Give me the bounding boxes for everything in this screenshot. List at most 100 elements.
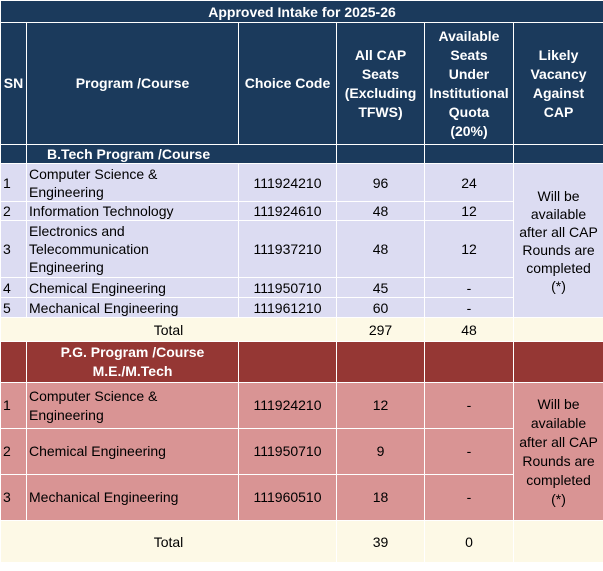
row-sn: 1 — [0, 163, 27, 202]
title-row: Approved Intake for 2025-26 — [0, 0, 603, 23]
header-vacancy: Likely Vacancy Against CAP — [512, 22, 603, 145]
pg-total-row: Total 39 0 — [0, 520, 603, 563]
pg-vacancy-note: Will be available after all CAP Rounds a… — [512, 382, 603, 521]
header-vac-line-1: Likely — [538, 46, 579, 63]
row-sn: 3 — [0, 474, 27, 521]
table-row: 4 Chemical Engineering 111950710 45 - — [0, 277, 603, 298]
row-choice-code: 111950710 — [238, 277, 337, 298]
header-program: Program /Course — [26, 22, 239, 145]
row-cap-seats: 48 — [336, 201, 425, 221]
ug-section-label: B.Tech Program /Course — [26, 144, 337, 164]
program-line: Chemical Engineering — [29, 279, 166, 296]
vacancy-line: available — [530, 205, 587, 222]
row-inst-seats: 12 — [424, 220, 514, 278]
table-title: Approved Intake for 2025-26 — [0, 0, 603, 23]
row-sn: 5 — [0, 297, 27, 318]
ug-total-row: Total 297 48 — [0, 317, 603, 342]
vacancy-line: completed — [526, 259, 591, 276]
header-inst-line-3: Under — [448, 65, 490, 82]
row-program: Electronics and Telecommunication Engine… — [26, 220, 239, 278]
header-vac-line-2: Vacancy — [530, 65, 587, 82]
pg-section-row: P.G. Program /Course M.E./M.Tech — [0, 341, 603, 383]
header-cap-line-4: TFWS) — [358, 103, 403, 120]
header-row: SN Program /Course Choice Code All CAP S… — [0, 22, 603, 145]
row-choice-code: 111924210 — [238, 382, 337, 429]
row-cap-seats: 96 — [336, 163, 425, 202]
row-sn: 2 — [0, 428, 27, 475]
program-line: Electronics and — [29, 223, 125, 239]
row-program: Chemical Engineering — [26, 428, 239, 475]
row-program: Information Technology — [26, 201, 239, 221]
row-program: Mechanical Engineering — [26, 297, 239, 318]
row-inst-seats: - — [424, 277, 514, 298]
pg-total-label: Total — [0, 520, 337, 563]
header-cap-line-1: All CAP — [354, 46, 407, 63]
vacancy-line: completed — [526, 471, 591, 488]
header-inst-line-2: Seats — [450, 46, 488, 63]
table-row: 2 Information Technology 111924610 48 12 — [0, 201, 603, 221]
header-choice-code: Choice Code — [238, 22, 337, 145]
row-choice-code: 111961210 — [238, 297, 337, 318]
pg-section-line: P.G. Program /Course — [60, 344, 205, 360]
row-program: Computer Science & Engineering — [26, 382, 239, 429]
vacancy-line: (*) — [551, 490, 566, 507]
row-cap-seats: 9 — [336, 428, 425, 475]
ug-total-label: Total — [0, 317, 337, 342]
program-line: Computer Science & — [29, 165, 158, 182]
ug-vacancy-note: Will be available after all CAP Rounds a… — [512, 163, 603, 318]
table-row: 3 Electronics and Telecommunication Engi… — [0, 220, 603, 278]
ug-section-row: B.Tech Program /Course — [0, 144, 603, 164]
row-inst-seats: - — [424, 428, 514, 475]
row-sn: 1 — [0, 382, 27, 429]
header-cap-seats: All CAP Seats (Excluding TFWS) — [336, 22, 425, 145]
vacancy-line: after all CAP — [519, 223, 598, 240]
row-choice-code: 111924610 — [238, 201, 337, 221]
row-cap-seats: 60 — [336, 297, 425, 318]
table-row: 1 Computer Science & Engineering 1119242… — [0, 382, 603, 521]
vacancy-line: available — [530, 414, 587, 431]
row-inst-seats: 24 — [424, 163, 514, 202]
program-line: Chemical Engineering — [29, 443, 166, 459]
vacancy-line: Rounds are — [522, 241, 595, 258]
table-row: 3 Mechanical Engineering 111960510 18 - — [0, 474, 603, 521]
header-vac-line-4: CAP — [543, 103, 574, 120]
program-line: Telecommunication — [29, 241, 149, 257]
row-sn: 2 — [0, 201, 27, 221]
vacancy-line: Will be — [537, 187, 580, 204]
row-sn: 4 — [0, 277, 27, 298]
program-line: Engineering — [29, 183, 104, 200]
program-line: Computer Science & — [29, 387, 158, 404]
row-program: Mechanical Engineering — [26, 474, 239, 521]
vacancy-line: Rounds are — [522, 452, 595, 469]
program-line: Mechanical Engineering — [29, 489, 179, 505]
pg-total-inst: 0 — [424, 520, 514, 563]
row-program: Chemical Engineering — [26, 277, 239, 298]
ug-total-cap: 297 — [336, 317, 425, 342]
header-cap-line-3: (Excluding — [344, 84, 417, 101]
row-inst-seats: - — [424, 297, 514, 318]
header-sn: SN — [0, 22, 27, 145]
vacancy-line: after all CAP — [519, 433, 598, 450]
row-sn: 3 — [0, 220, 27, 278]
row-cap-seats: 45 — [336, 277, 425, 298]
row-inst-seats: 12 — [424, 201, 514, 221]
pg-section-line: M.E./M.Tech — [92, 363, 173, 379]
vacancy-line: (*) — [551, 277, 566, 294]
row-inst-seats: - — [424, 474, 514, 521]
row-cap-seats: 18 — [336, 474, 425, 521]
program-line: Engineering — [29, 406, 104, 423]
header-inst-line-6: (20%) — [450, 122, 488, 139]
table-row: 5 Mechanical Engineering 111961210 60 - — [0, 297, 603, 318]
program-line: Information Technology — [29, 203, 174, 219]
row-choice-code: 111960510 — [238, 474, 337, 521]
row-choice-code: 111937210 — [238, 220, 337, 278]
header-vac-line-3: Against — [532, 84, 585, 101]
row-choice-code: 111950710 — [238, 428, 337, 475]
header-cap-line-2: Seats — [361, 65, 400, 82]
header-inst-line-1: Available — [438, 27, 500, 44]
row-cap-seats: 12 — [336, 382, 425, 429]
vacancy-line: Will be — [537, 395, 580, 412]
ug-total-inst: 48 — [424, 317, 514, 342]
table-row: 1 Computer Science & Engineering 1119242… — [0, 163, 603, 318]
